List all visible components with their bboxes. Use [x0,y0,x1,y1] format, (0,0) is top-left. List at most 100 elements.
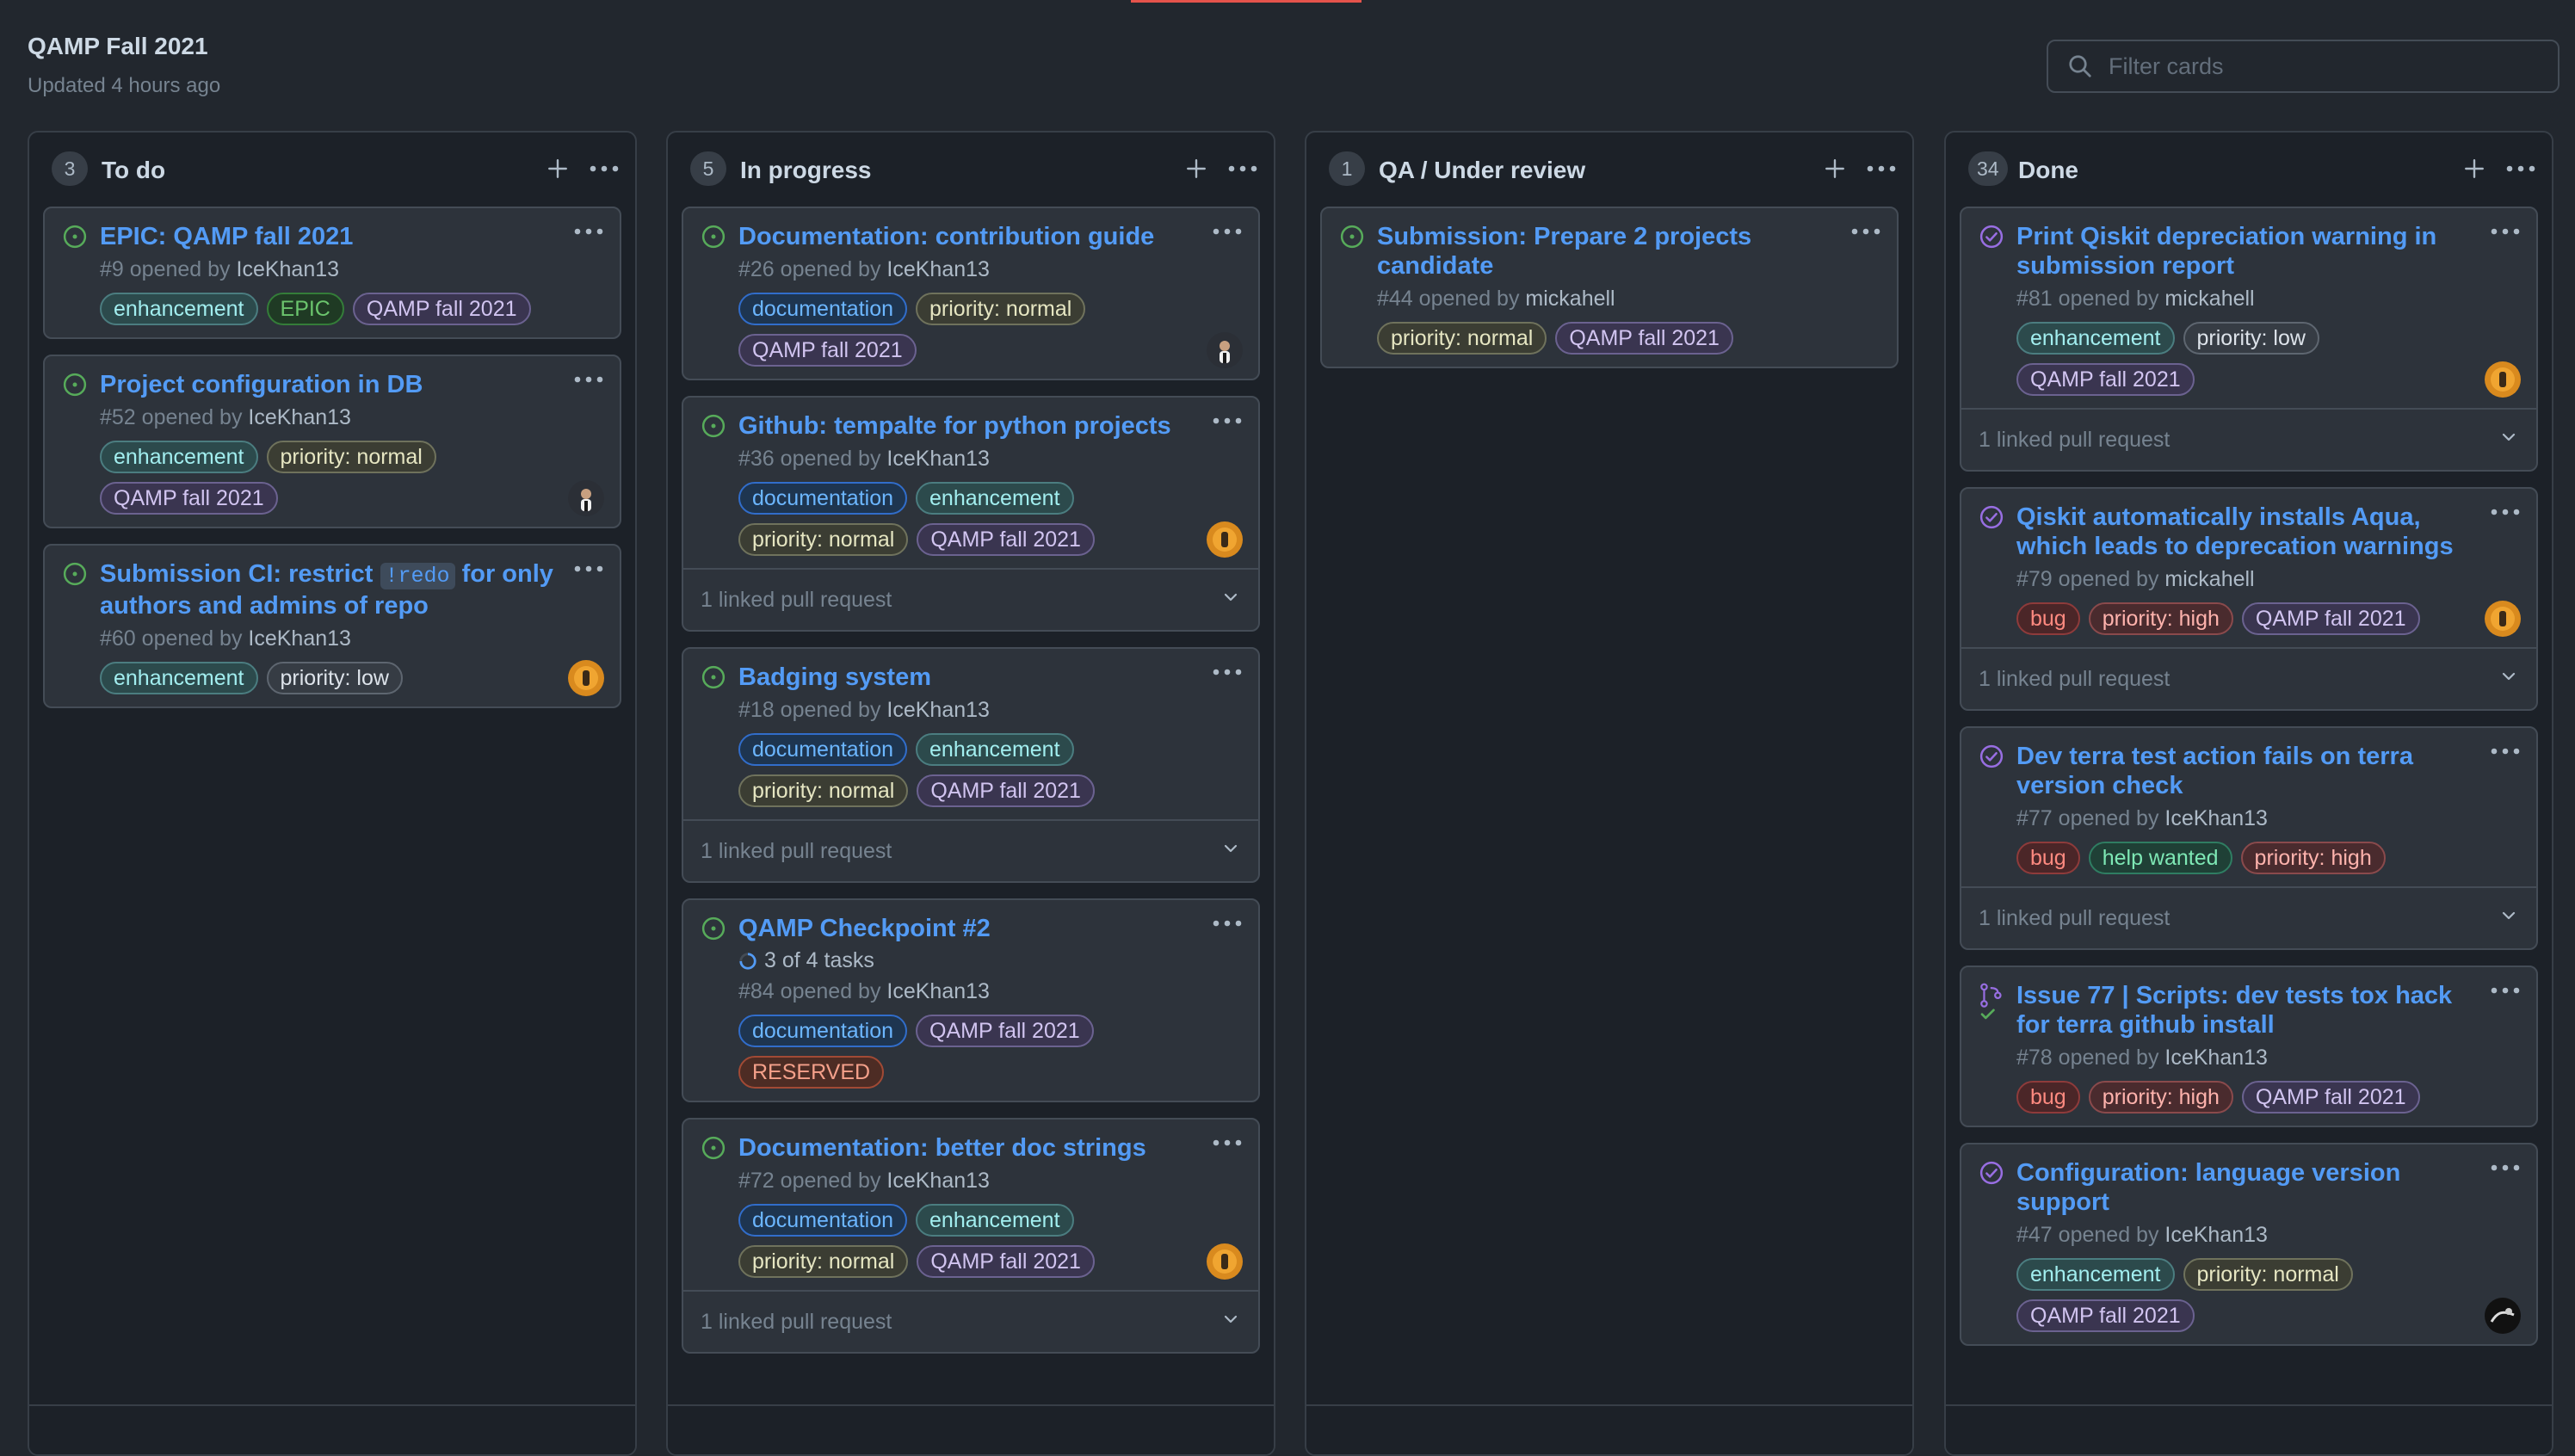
column-menu-button[interactable] [585,151,623,186]
issue-card[interactable]: Issue 77 | Scripts: dev tests tox hack f… [1960,966,2538,1127]
issue-label[interactable]: documentation [738,1204,908,1237]
issue-card[interactable]: Submission CI: restrict !redo for only a… [43,544,621,708]
author-link[interactable]: IceKhan13 [886,698,990,722]
assignee-avatar[interactable] [568,660,604,696]
card-menu-button[interactable] [2486,499,2524,525]
card-menu-button[interactable] [570,219,608,244]
issue-label[interactable]: QAMP fall 2021 [2241,1081,2420,1114]
card-title-link[interactable]: Project configuration in DB [100,371,423,398]
card-menu-button[interactable] [570,556,608,582]
card-menu-button[interactable] [1208,219,1246,244]
issue-card[interactable]: Github: tempalte for python projects #36 … [682,396,1260,632]
card-title-link[interactable]: Github: tempalte for python projects [738,412,1171,440]
card-menu-button[interactable] [2486,219,2524,244]
issue-label[interactable]: QAMP fall 2021 [916,1015,1094,1047]
issue-label[interactable]: help wanted [2088,842,2232,874]
column-menu-button[interactable] [1862,151,1900,186]
author-link[interactable]: IceKhan13 [248,405,351,429]
issue-card[interactable]: Dev terra test action fails on terra ver… [1960,726,2538,950]
issue-label[interactable]: priority: normal [2183,1258,2353,1291]
issue-label[interactable]: QAMP fall 2021 [917,1245,1095,1278]
issue-label[interactable]: enhancement [100,662,258,694]
card-menu-button[interactable] [570,367,608,392]
issue-card[interactable]: Badging system #18 opened by IceKhan13 doc… [682,647,1260,883]
issue-label[interactable]: priority: normal [738,774,909,807]
card-title-link[interactable]: Badging system [738,663,931,691]
linked-pull-request-toggle[interactable]: 1 linked pull request [1961,647,2536,709]
card-title-link[interactable]: Configuration: language version support [2016,1159,2401,1216]
issue-label[interactable]: priority: normal [738,1245,909,1278]
assignee-avatar[interactable] [1207,1243,1243,1280]
card-title-link[interactable]: Documentation: contribution guide [738,223,1155,250]
assignee-avatar[interactable] [2485,1298,2521,1334]
issue-label[interactable]: priority: high [2088,602,2233,635]
card-menu-button[interactable] [1208,1130,1246,1156]
author-link[interactable]: IceKhan13 [886,979,990,1003]
card-menu-button[interactable] [1847,219,1885,244]
author-link[interactable]: IceKhan13 [236,257,340,281]
issue-label[interactable]: enhancement [916,482,1074,515]
column-menu-button[interactable] [2502,151,2540,186]
issue-label[interactable]: QAMP fall 2021 [100,482,278,515]
assignee-avatar[interactable] [2485,361,2521,398]
author-link[interactable]: IceKhan13 [248,626,351,651]
issue-card[interactable]: QAMP Checkpoint #2 3 of 4 tasks #84 opened… [682,898,1260,1102]
card-title-link[interactable]: Dev terra test action fails on terra ver… [2016,743,2413,799]
linked-pull-request-toggle[interactable]: 1 linked pull request [683,819,1258,881]
issue-label[interactable]: RESERVED [738,1056,885,1089]
issue-label[interactable]: documentation [738,733,908,766]
card-menu-button[interactable] [1208,408,1246,434]
filter-cards-input[interactable] [2107,52,2558,81]
author-link[interactable]: mickahell [2164,567,2255,591]
issue-label[interactable]: QAMP fall 2021 [352,293,531,325]
filter-cards-field[interactable] [2047,40,2560,93]
issue-card[interactable]: EPIC: QAMP fall 2021 #9 opened by IceKhan… [43,207,621,339]
add-card-button[interactable] [1818,151,1852,186]
card-menu-button[interactable] [2486,738,2524,764]
card-title-link[interactable]: QAMP Checkpoint #2 [738,915,991,942]
add-card-button[interactable] [1179,151,1213,186]
author-link[interactable]: IceKhan13 [886,1169,990,1193]
linked-pull-request-toggle[interactable]: 1 linked pull request [1961,886,2536,948]
issue-label[interactable]: QAMP fall 2021 [917,523,1095,556]
issue-label[interactable]: enhancement [2016,322,2175,355]
issue-label[interactable]: priority: normal [738,523,909,556]
linked-pull-request-toggle[interactable]: 1 linked pull request [683,568,1258,630]
assignee-avatar[interactable] [2485,601,2521,637]
issue-label[interactable]: priority: normal [916,293,1086,325]
card-menu-button[interactable] [2486,1155,2524,1181]
card-title-link[interactable]: Issue 77 | Scripts: dev tests tox hack f… [2016,982,2453,1039]
issue-card[interactable]: Documentation: contribution guide #26 ope… [682,207,1260,380]
author-link[interactable]: mickahell [2164,287,2255,311]
issue-label[interactable]: QAMP fall 2021 [917,774,1095,807]
issue-label[interactable]: priority: high [2240,842,2386,874]
issue-label[interactable]: priority: normal [266,441,436,473]
issue-label[interactable]: QAMP fall 2021 [2241,602,2420,635]
card-menu-button[interactable] [1208,910,1246,936]
assignee-avatar[interactable] [1207,332,1243,368]
issue-label[interactable]: priority: low [2183,322,2319,355]
assignee-avatar[interactable] [568,480,604,516]
card-title-link[interactable]: EPIC: QAMP fall 2021 [100,223,354,250]
issue-label[interactable]: documentation [738,293,908,325]
issue-card[interactable]: Print Qiskit depreciation warning in sub… [1960,207,2538,472]
issue-label[interactable]: enhancement [916,733,1074,766]
issue-card[interactable]: Configuration: language version support #… [1960,1143,2538,1346]
issue-label[interactable]: QAMP fall 2021 [2016,363,2195,396]
issue-card[interactable]: Project configuration in DB #52 opened by… [43,355,621,528]
linked-pull-request-toggle[interactable]: 1 linked pull request [1961,408,2536,470]
card-title-link[interactable]: Submission: Prepare 2 projects candidate [1377,223,1752,280]
card-title-link[interactable]: Print Qiskit depreciation warning in sub… [2016,223,2437,280]
issue-label[interactable]: bug [2016,842,2080,874]
issue-label[interactable]: priority: normal [1377,322,1547,355]
issue-label[interactable]: QAMP fall 2021 [738,334,917,367]
issue-card[interactable]: Documentation: better doc strings #72 ope… [682,1118,1260,1354]
issue-card[interactable]: Submission: Prepare 2 projects candidate… [1320,207,1899,368]
issue-label[interactable]: enhancement [100,441,258,473]
author-link[interactable]: IceKhan13 [886,447,990,471]
card-title-link[interactable]: Submission CI: restrict !redo for only a… [100,559,558,620]
card-menu-button[interactable] [1208,659,1246,685]
issue-label[interactable]: bug [2016,1081,2080,1114]
issue-label[interactable]: enhancement [2016,1258,2175,1291]
issue-label[interactable]: priority: low [266,662,403,694]
